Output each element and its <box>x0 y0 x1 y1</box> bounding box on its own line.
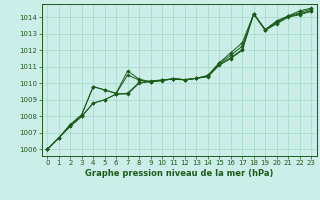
X-axis label: Graphe pression niveau de la mer (hPa): Graphe pression niveau de la mer (hPa) <box>85 169 273 178</box>
